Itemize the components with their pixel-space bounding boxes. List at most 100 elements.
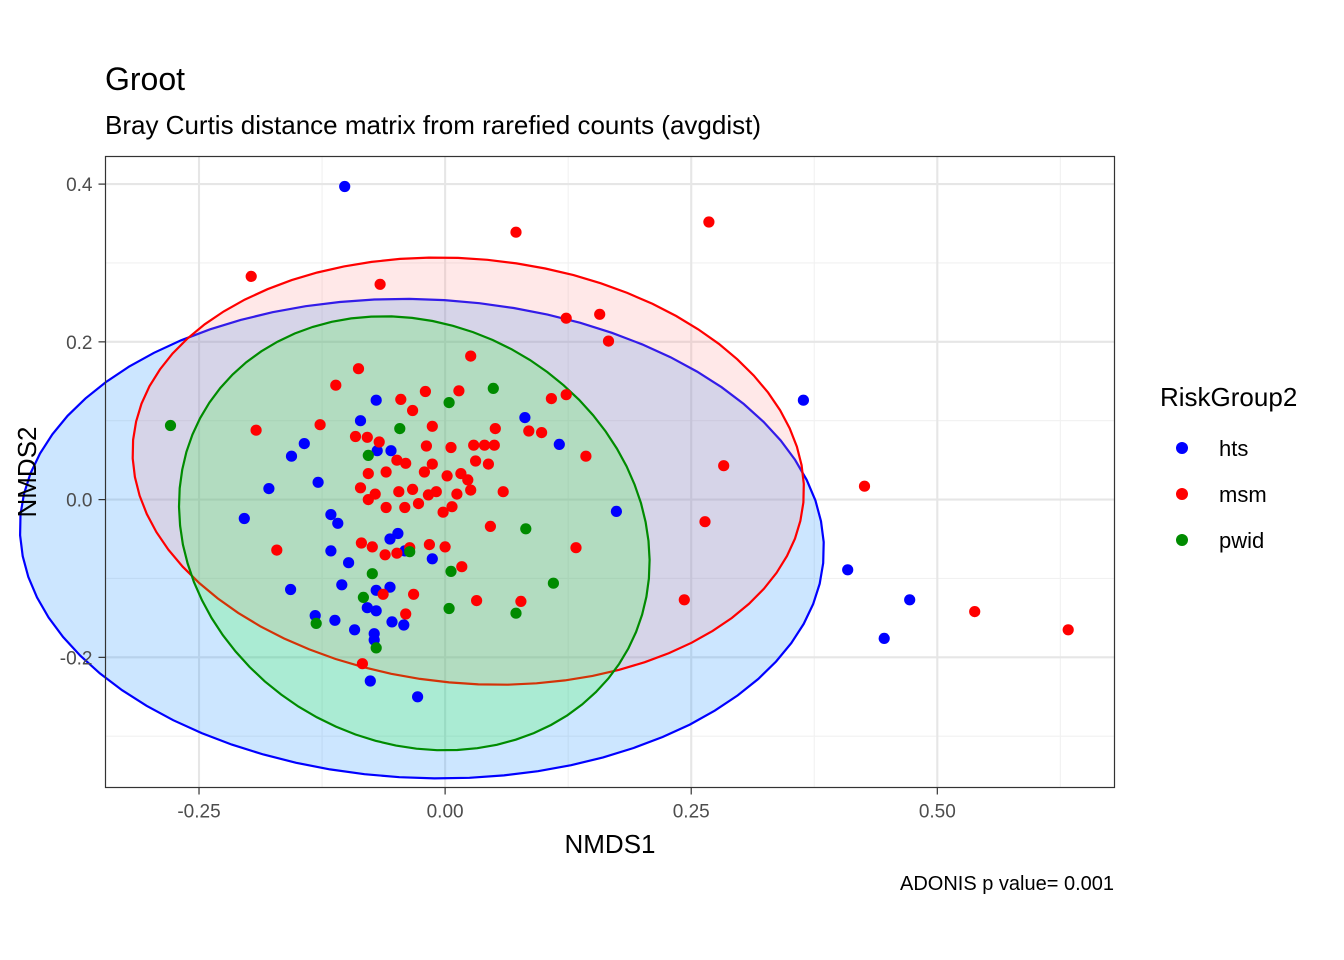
point-msm — [399, 501, 411, 514]
legend-label-msm: msm — [1219, 482, 1267, 507]
point-msm — [560, 312, 572, 324]
point-msm — [484, 520, 496, 533]
point-hts — [370, 394, 382, 406]
point-msm — [969, 606, 981, 618]
point-hts — [842, 564, 854, 576]
point-msm — [437, 506, 449, 518]
legend-label-hts: hts — [1219, 436, 1248, 461]
data-points — [164, 180, 1074, 703]
x-axis-ticks: -0.25 0.00 0.25 0.50 — [177, 787, 956, 823]
point-hts — [553, 438, 565, 450]
point-msm — [271, 544, 283, 556]
point-msm — [400, 608, 412, 620]
point-msm — [858, 480, 871, 492]
point-msm — [536, 427, 548, 439]
point-msm — [703, 216, 715, 228]
legend-key-pwid — [1176, 534, 1188, 546]
point-pwid — [443, 602, 455, 615]
point-msm — [445, 441, 457, 454]
point-msm — [426, 458, 438, 470]
point-hts — [392, 527, 404, 540]
point-msm — [420, 440, 432, 452]
point-msm — [391, 547, 403, 559]
point-msm — [451, 488, 463, 500]
point-msm — [430, 486, 442, 498]
point-msm — [718, 460, 730, 472]
point-pwid — [357, 591, 369, 604]
point-msm — [369, 488, 381, 500]
y-tick-label: 0.4 — [66, 175, 93, 196]
x-axis-title: NMDS1 — [564, 829, 655, 859]
point-msm — [362, 468, 374, 480]
point-pwid — [370, 642, 382, 654]
chart-title: Groot — [105, 61, 185, 97]
point-msm — [488, 439, 500, 451]
point-hts — [312, 476, 324, 488]
point-msm — [393, 486, 405, 498]
point-msm — [462, 474, 474, 486]
ellipse-msm — [131, 256, 805, 686]
point-msm — [465, 350, 477, 362]
point-msm — [489, 423, 501, 435]
point-hts — [285, 450, 298, 462]
plot-panel — [105, 156, 1115, 788]
point-msm — [380, 466, 392, 478]
point-pwid — [487, 382, 499, 394]
point-msm — [602, 335, 615, 347]
point-hts — [329, 614, 341, 626]
ellipse-pwid — [177, 315, 651, 752]
point-hts — [797, 394, 810, 406]
point-hts — [384, 581, 396, 593]
point-hts — [336, 579, 348, 591]
point-hts — [332, 517, 344, 529]
point-hts — [325, 508, 337, 521]
point-msm — [580, 450, 592, 462]
point-msm — [354, 482, 367, 494]
point-msm — [418, 466, 430, 478]
point-hts — [238, 512, 250, 525]
point-msm — [482, 458, 494, 470]
point-hts — [385, 445, 397, 457]
point-msm — [456, 561, 468, 573]
chart-subtitle: Bray Curtis distance matrix from rarefie… — [105, 110, 761, 140]
point-msm — [426, 420, 438, 432]
point-hts — [386, 616, 398, 628]
confidence-ellipses — [18, 256, 825, 780]
point-msm — [412, 498, 425, 510]
point-hts — [364, 675, 376, 687]
point-hts — [298, 438, 310, 450]
y-tick-label: -0.2 — [60, 648, 93, 669]
y-tick-label: 0.2 — [66, 333, 92, 354]
legend-key-hts — [1176, 442, 1188, 454]
point-msm — [377, 588, 389, 600]
point-pwid — [443, 397, 455, 409]
point-pwid — [164, 419, 177, 432]
point-msm — [352, 363, 365, 375]
point-msm — [510, 226, 522, 238]
x-tick-label: 0.00 — [427, 802, 464, 823]
point-msm — [471, 595, 483, 607]
point-pwid — [362, 449, 374, 461]
point-pwid — [445, 565, 457, 578]
legend-item-msm: msm — [1176, 482, 1267, 507]
point-msm — [523, 425, 535, 437]
point-msm — [419, 385, 431, 398]
legend-item-hts: hts — [1176, 436, 1248, 461]
point-msm — [366, 541, 378, 553]
legend-title: RiskGroup2 — [1160, 382, 1297, 412]
point-msm — [594, 308, 606, 320]
point-pwid — [310, 617, 322, 630]
x-tick-label: -0.25 — [177, 802, 220, 823]
point-hts — [361, 602, 373, 614]
point-msm — [446, 501, 458, 513]
point-msm — [699, 516, 711, 528]
point-msm — [361, 431, 373, 443]
point-hts — [349, 624, 361, 636]
y-axis-ticks: -0.2 0.0 0.2 0.4 — [60, 175, 106, 669]
point-msm — [515, 595, 527, 608]
point-msm — [441, 470, 453, 482]
point-hts — [263, 483, 275, 495]
point-msm — [545, 393, 558, 405]
point-hts — [354, 415, 367, 427]
